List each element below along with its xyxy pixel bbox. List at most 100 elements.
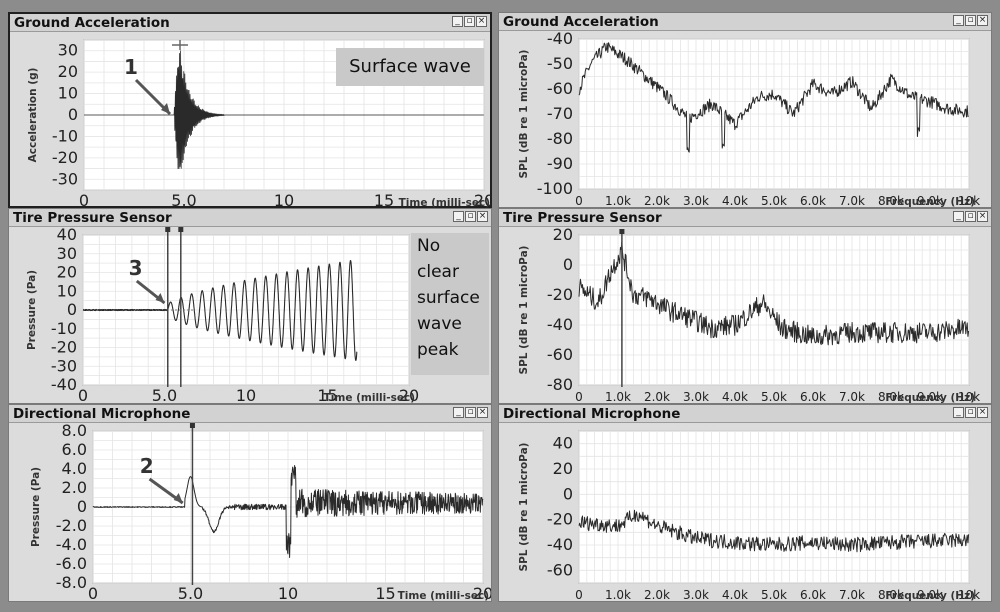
close-icon[interactable]: × <box>977 407 988 418</box>
y-tick-label: -60 <box>547 79 573 98</box>
x-axis-label: Time (milli-sec) <box>398 590 489 601</box>
close-icon[interactable]: × <box>477 211 488 222</box>
panel-directional-microphone-time[interactable]: Directional Microphone _ ▫ × 0 5.0 10 15 20 8.0… <box>8 404 492 602</box>
y-tick-label: 20 <box>553 227 573 244</box>
annotation-line: wave <box>417 314 462 334</box>
panel-titlebar[interactable]: Directional Microphone _ ▫ × <box>9 405 491 423</box>
panel-ground-acceleration-time[interactable]: Ground Acceleration _ ▫ × 0 5.0 10 15 20 30 20 10… <box>8 12 492 208</box>
x-tick-label: 8.0k <box>878 194 904 207</box>
y-tick-label: -40 <box>547 31 573 48</box>
x-axis-label: Frequency (Hz) <box>885 392 975 403</box>
x-tick-label: 5.0 <box>152 386 177 403</box>
y-tick-label: 10 <box>58 84 78 103</box>
y-tick-label: 0 <box>77 497 87 516</box>
annotation-surface-wave-box: Surface wave <box>336 48 484 86</box>
x-tick-label: 0 <box>575 588 583 601</box>
minimize-icon[interactable]: _ <box>453 407 464 418</box>
x-tick-label: 10k <box>958 390 980 403</box>
y-tick-label: -20 <box>547 285 573 304</box>
x-tick-label: 1.0k <box>605 194 631 207</box>
y-axis-label: SPL (dB re 1 microPa) <box>518 50 530 179</box>
panel-title: Tire Pressure Sensor <box>503 210 662 226</box>
panel-title: Ground Acceleration <box>503 14 659 30</box>
y-tick-label: -90 <box>547 154 573 173</box>
minimize-icon[interactable]: _ <box>453 211 464 222</box>
annotation-line: surface <box>417 288 480 308</box>
y-tick-label: 2.0 <box>62 478 87 497</box>
chart-directional-microphone-frequency[interactable]: 0 1.0k 2.0k 3.0k 4.0k 5.0k 6.0k 7.0k 8.0k 9.0k 10k… <box>499 423 991 601</box>
cursor-handle-icon <box>619 229 625 234</box>
y-tick-label: 0 <box>563 255 573 274</box>
x-tick-label: 2.0k <box>644 194 670 207</box>
x-tick-label: 3.0k <box>683 588 709 601</box>
x-tick-label: 1.0k <box>605 588 631 601</box>
marker-2-label: 2 <box>140 454 154 478</box>
restore-icon[interactable]: ▫ <box>965 211 976 222</box>
y-tick-label: 20 <box>57 263 77 282</box>
x-tick-label: 9.0k <box>917 390 943 403</box>
y-tick-label: 0 <box>563 484 573 503</box>
panel-directional-microphone-frequency[interactable]: Directional Microphone _ ▫ × 0 1.0k 2.0k 3.0k… <box>498 404 992 602</box>
panel-ground-acceleration-frequency[interactable]: Ground Acceleration _ ▫ × 0 1.0k 2.0k 3.0k 4.0… <box>498 12 992 208</box>
close-icon[interactable]: × <box>476 16 487 27</box>
y-tick-label: -20 <box>52 148 78 167</box>
y-tick-label: -30 <box>51 356 77 375</box>
minimize-icon[interactable]: _ <box>953 407 964 418</box>
panel-title: Ground Acceleration <box>14 15 170 31</box>
chart-tire-pressure-frequency[interactable]: 0 1.0k 2.0k 3.0k 4.0k 5.0k 6.0k 7.0k 8.0k 9.0k 10k… <box>499 227 991 403</box>
y-tick-label: -70 <box>547 104 573 123</box>
arrow-head-icon <box>155 293 165 303</box>
y-tick-label: -60 <box>547 345 573 364</box>
x-tick-label: 10k <box>958 194 980 207</box>
minimize-icon[interactable]: _ <box>953 15 964 26</box>
chart-directional-microphone-time[interactable]: 0 5.0 10 15 208.06.04.02.00-2.0-4.0-6.0-8.0T… <box>9 423 491 601</box>
x-tick-label: 15 <box>317 386 337 403</box>
x-tick-label: 8.0k <box>878 588 904 601</box>
restore-icon[interactable]: ▫ <box>465 407 476 418</box>
close-icon[interactable]: × <box>477 407 488 418</box>
cursor-handle-icon <box>178 227 184 232</box>
x-tick-label: 6.0k <box>800 194 826 207</box>
y-tick-label: 8.0 <box>62 423 87 440</box>
y-tick-label: -10 <box>51 319 77 338</box>
x-tick-label: 0 <box>575 194 583 207</box>
panel-tire-pressure-time[interactable]: Tire Pressure Sensor _ ▫ × 0 5.0 10 15 20 40 30 2… <box>8 208 492 404</box>
y-axis-label: SPL (dB re 1 microPa) <box>518 246 530 375</box>
cursor-handle-icon <box>172 40 188 50</box>
x-tick-label: 15 <box>375 584 395 601</box>
y-tick-label: -4.0 <box>56 535 87 554</box>
y-tick-label: -40 <box>547 535 573 554</box>
panel-titlebar[interactable]: Ground Acceleration _ ▫ × <box>10 14 490 32</box>
y-tick-label: 20 <box>553 459 573 478</box>
y-tick-label: -30 <box>52 169 78 188</box>
x-tick-label: 10 <box>278 584 298 601</box>
panel-tire-pressure-frequency[interactable]: Tire Pressure Sensor _ ▫ × 0 1.0k 2.0k 3.0k 4.… <box>498 208 992 404</box>
restore-icon[interactable]: ▫ <box>465 211 476 222</box>
x-axis-label: Time (milli-sec) <box>399 197 490 208</box>
y-tick-label: 10 <box>57 281 77 300</box>
restore-icon[interactable]: ▫ <box>965 407 976 418</box>
panel-titlebar[interactable]: Ground Acceleration _ ▫ × <box>499 13 991 31</box>
x-axis-label: Frequency (Hz) <box>885 196 975 207</box>
panel-titlebar[interactable]: Tire Pressure Sensor _ ▫ × <box>499 209 991 227</box>
x-tick-label: 6.0k <box>800 390 826 403</box>
minimize-icon[interactable]: _ <box>953 211 964 222</box>
y-tick-label: -2.0 <box>56 516 87 535</box>
panel-titlebar[interactable]: Tire Pressure Sensor _ ▫ × <box>9 209 491 227</box>
minimize-icon[interactable]: _ <box>452 16 463 27</box>
restore-icon[interactable]: ▫ <box>464 16 475 27</box>
x-tick-label: 5.0 <box>178 584 203 601</box>
arrow-head-icon <box>173 493 183 503</box>
y-axis-label: Acceleration (g) <box>27 68 39 163</box>
close-icon[interactable]: × <box>977 211 988 222</box>
panel-titlebar[interactable]: Directional Microphone _ ▫ × <box>499 405 991 423</box>
y-tick-label: -20 <box>547 510 573 529</box>
x-tick-label: 4.0k <box>722 194 748 207</box>
cursor-handle-icon <box>189 423 195 428</box>
chart-ground-acceleration-frequency[interactable]: 0 1.0k 2.0k 3.0k 4.0k 5.0k 6.0k 7.0k 8.0k 9.0k 10k… <box>499 31 991 207</box>
restore-icon[interactable]: ▫ <box>965 15 976 26</box>
close-icon[interactable]: × <box>977 15 988 26</box>
signal-line <box>83 50 485 170</box>
annotation-no-clear-peak-box: No clear surface wave peak <box>411 233 489 375</box>
